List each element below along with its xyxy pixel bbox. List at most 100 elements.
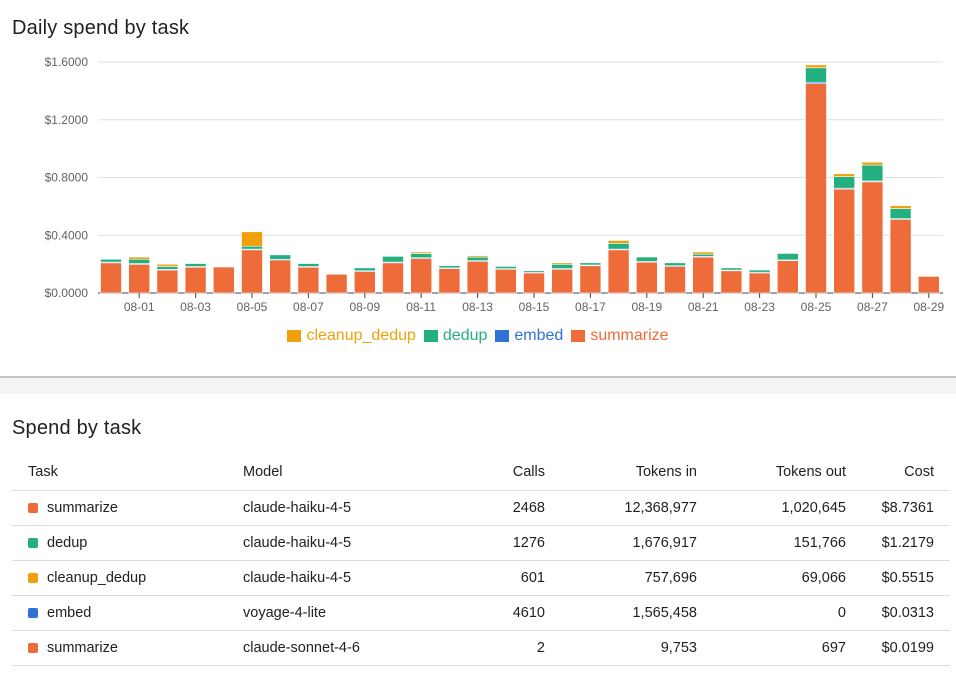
- bar-segment-dedup: [353, 267, 376, 272]
- y-tick-label: $1.2000: [45, 113, 89, 127]
- bar-segment-cleanup_dedup: [805, 64, 827, 69]
- chart-title: Daily spend by task: [12, 17, 190, 39]
- x-tick-label: 08-15: [519, 300, 550, 314]
- legend-item-dedup[interactable]: dedup: [423, 327, 488, 345]
- task-name: summarize: [47, 500, 118, 516]
- task-color-dot: [28, 643, 38, 653]
- section-divider: [0, 376, 956, 378]
- bar-segment-summarize: [607, 249, 630, 294]
- bar-segment-summarize: [917, 276, 940, 294]
- bar-segment-cleanup_dedup: [889, 205, 912, 209]
- bar-segment-dedup: [748, 269, 771, 273]
- bar-segment-summarize: [438, 268, 461, 294]
- tokens-out-cell: 69,066: [713, 560, 862, 596]
- tokens-out-cell: 1,020,645: [713, 490, 862, 526]
- task-color-dot: [28, 503, 38, 513]
- calls-cell: 4610: [449, 595, 561, 631]
- calls-cell: 2: [449, 630, 561, 666]
- column-header-calls[interactable]: Calls: [449, 453, 561, 491]
- bar-segment-dedup: [833, 176, 856, 189]
- column-header-task[interactable]: Task: [12, 453, 227, 491]
- legend-item-embed[interactable]: embed: [495, 327, 563, 345]
- bar-segment-summarize: [635, 261, 658, 294]
- x-tick-label: 08-09: [349, 300, 380, 314]
- task-name: embed: [47, 605, 92, 621]
- column-header-tokens-out[interactable]: Tokens out: [713, 453, 862, 491]
- bar-segment-cleanup_dedup: [241, 231, 263, 247]
- bar-segment-dedup: [551, 263, 574, 269]
- x-tick-label: 08-23: [744, 300, 775, 314]
- bar-segment-cleanup_dedup: [551, 262, 574, 265]
- bar-segment-summarize: [128, 263, 150, 294]
- model-cell: claude-haiku-4-5: [227, 525, 449, 561]
- bar-segment-dedup: [241, 245, 263, 250]
- bar-segment-summarize: [156, 269, 179, 294]
- bar-segment-summarize: [579, 265, 602, 294]
- x-tick-label: 08-27: [857, 300, 888, 314]
- bar-segment-summarize: [551, 268, 574, 294]
- legend-label: cleanup_dedup: [306, 327, 416, 344]
- legend-swatch: [287, 330, 302, 342]
- bar-segment-dedup: [889, 208, 912, 219]
- bar-segment-cleanup_dedup: [156, 263, 179, 267]
- table-row: summarize claude-sonnet-4-6 2 9,753 697 …: [12, 630, 950, 666]
- column-header-tokens-in[interactable]: Tokens in: [561, 453, 713, 491]
- bar-segment-dedup: [269, 254, 292, 260]
- bar-segment-dedup: [100, 258, 122, 263]
- tokens-in-cell: 1,565,458: [561, 595, 713, 631]
- task-color-dot: [28, 573, 38, 583]
- x-tick-label: 08-13: [462, 300, 493, 314]
- bar-segment-summarize: [692, 256, 715, 294]
- legend-item-summarize[interactable]: summarize: [571, 327, 669, 345]
- bar-segment-summarize: [100, 262, 122, 294]
- bar-segment-dedup: [861, 164, 884, 182]
- model-cell: claude-sonnet-4-6: [227, 630, 449, 666]
- legend-swatch: [423, 330, 438, 342]
- column-header-cost[interactable]: Cost: [862, 453, 950, 491]
- table-row: dedup claude-haiku-4-5 1276 1,676,917 15…: [12, 525, 950, 561]
- legend-label: dedup: [442, 327, 488, 344]
- cost-cell: $0.0313: [862, 595, 950, 631]
- tokens-in-cell: 9,753: [561, 630, 713, 666]
- task-cell: cleanup_dedup: [12, 560, 227, 596]
- bar-segment-dedup: [523, 270, 545, 273]
- bar-segment-summarize: [889, 219, 912, 294]
- y-tick-label: $0.4000: [45, 228, 89, 242]
- bar-segment-summarize: [748, 272, 771, 294]
- bar-segment-summarize: [466, 260, 489, 294]
- bar-segment-dedup: [607, 243, 630, 250]
- x-tick-label: 08-05: [237, 300, 268, 314]
- cost-cell: $8.7361: [862, 490, 950, 526]
- bar-segment-summarize: [241, 249, 263, 294]
- bar-segment-summarize: [776, 260, 799, 294]
- legend-item-cleanup_dedup[interactable]: cleanup_dedup: [287, 327, 416, 345]
- x-tick-label: 08-19: [631, 300, 662, 314]
- legend-label: embed: [514, 327, 564, 344]
- task-cell: dedup: [12, 525, 227, 561]
- x-tick-label: 08-03: [180, 300, 211, 314]
- tokens-in-cell: 12,368,977: [561, 490, 713, 526]
- bar-segment-summarize: [410, 258, 433, 294]
- bar-segment-summarize: [353, 271, 376, 294]
- x-tick-label: 08-01: [124, 300, 155, 314]
- bar-segment-summarize: [325, 273, 348, 294]
- task-name: dedup: [47, 535, 88, 551]
- daily-spend-chart: $0.0000 $0.4000 $0.8000 $1.2000 $1.6000 08-01…: [45, 55, 945, 314]
- task-cell: summarize: [12, 490, 227, 526]
- column-header-model[interactable]: Model: [227, 453, 449, 491]
- model-cell: claude-haiku-4-5: [227, 560, 449, 596]
- tokens-in-cell: 757,696: [561, 560, 713, 596]
- bar-segment-summarize: [664, 265, 686, 294]
- bar-segment-dedup: [382, 256, 404, 263]
- bar-segment-dedup: [128, 258, 150, 264]
- bar-segment-dedup: [184, 263, 207, 267]
- bar-segment-cleanup_dedup: [466, 255, 489, 258]
- model-cell: voyage-4-lite: [227, 595, 449, 631]
- daily-spend-card: Daily spend by task $0.0000 $0.4000 $0.800…: [12, 17, 945, 345]
- bar-segment-dedup: [410, 253, 433, 259]
- bar-segment-summarize: [382, 262, 404, 294]
- cost-cell: $0.5515: [862, 560, 950, 596]
- task-name: summarize: [47, 640, 118, 656]
- task-color-dot: [28, 608, 38, 618]
- bar-segment-cleanup_dedup: [607, 240, 630, 244]
